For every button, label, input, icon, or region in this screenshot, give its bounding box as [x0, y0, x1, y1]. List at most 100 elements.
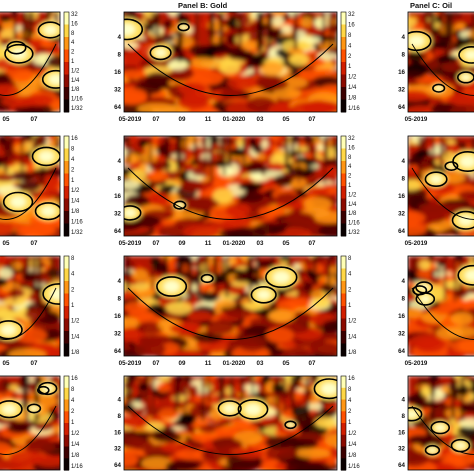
- date-tick: 01-2020: [223, 116, 246, 123]
- date-tick: 05: [283, 360, 290, 367]
- date-tick: 05: [283, 116, 290, 123]
- period-tick: 4: [402, 396, 406, 403]
- colorbar-tick: 1: [348, 64, 352, 70]
- date-tick: 09: [179, 240, 186, 247]
- colorbar-tick: 1/8: [348, 453, 357, 459]
- date-tick: 09: [179, 116, 186, 123]
- colorbar-tick: 2: [71, 50, 75, 56]
- date-tick: 07: [31, 116, 38, 123]
- colorbar-tick: 1/4: [71, 334, 80, 340]
- colorbar-tick: 1: [71, 178, 75, 184]
- colorbar-tick: 32: [348, 12, 355, 18]
- colorbar-tick: 1/2: [348, 319, 357, 325]
- colorbar-tick: 4: [71, 40, 75, 46]
- period-tick: 16: [114, 313, 121, 320]
- colorbar-tick: 1/8: [348, 211, 357, 217]
- colorbar-tick: 8: [348, 387, 352, 393]
- colorbar-tick: 16: [71, 21, 78, 27]
- period-tick: 16: [114, 193, 121, 200]
- panel-title-1: Panel B: Gold: [178, 1, 228, 10]
- colorbar-tick: 4: [348, 43, 352, 49]
- colorbar-tick: 1/16: [348, 221, 360, 227]
- colorbar-tick: 1/2: [71, 68, 80, 74]
- date-tick: 07: [309, 240, 316, 247]
- period-tick: 64: [398, 104, 405, 111]
- colorbar-tick: 32: [71, 12, 78, 18]
- heatmap-r2-c1: [124, 256, 337, 356]
- colorbar-tick: 4: [348, 164, 352, 170]
- period-tick: 64: [398, 348, 405, 355]
- period-tick: 8: [402, 52, 406, 59]
- colorbar-tick: 1/4: [348, 442, 357, 448]
- heatmap-r0-c1: [124, 12, 337, 112]
- date-tick: 05-2019: [405, 360, 428, 367]
- period-tick: 4: [118, 396, 122, 403]
- colorbar-tick: 2: [348, 409, 352, 415]
- colorbar-tick: 1/16: [71, 220, 83, 226]
- date-tick: 03: [257, 116, 264, 123]
- date-tick: 07: [153, 116, 160, 123]
- colorbar-tick: 1/8: [71, 209, 80, 215]
- date-tick: 05-2019: [119, 240, 142, 247]
- colorbar-tick: 1/4: [348, 85, 357, 91]
- colorbar-tick: 4: [71, 272, 75, 278]
- colorbar-tick: 1/8: [348, 96, 357, 102]
- colorbar-tick: 1/2: [71, 319, 80, 325]
- period-tick: 32: [398, 331, 405, 338]
- period-tick: 16: [398, 313, 405, 320]
- date-tick: 11: [205, 360, 212, 367]
- colorbar-tick: 16: [71, 136, 78, 142]
- date-tick: 05-2019: [119, 360, 142, 367]
- colorbar-tick: 8: [348, 155, 352, 161]
- date-tick: 05: [283, 240, 290, 247]
- colorbar-tick: 1/4: [348, 202, 357, 208]
- heatmap-r3-c0: [0, 376, 60, 470]
- period-tick: 32: [114, 331, 121, 338]
- colorbar-tick: 1/8: [71, 350, 80, 356]
- date-tick: 07: [31, 360, 38, 367]
- heatmap-r3-c2: [408, 376, 474, 470]
- colorbar-tick: 4: [348, 272, 352, 278]
- heatmap-r3-c1: [124, 376, 337, 470]
- colorbar-tick: 1/16: [71, 97, 83, 103]
- colorbar-tick: 2: [348, 287, 352, 293]
- date-tick: 03: [257, 360, 264, 367]
- period-tick: 64: [114, 348, 121, 355]
- colorbar-tick: 16: [348, 376, 355, 382]
- period-tick: 4: [118, 34, 122, 41]
- period-tick: 4: [118, 158, 122, 165]
- date-tick: 05-2019: [119, 116, 142, 123]
- period-tick: 8: [402, 176, 406, 183]
- colorbar-tick: 32: [348, 136, 355, 142]
- colorbar-tick: 1: [71, 303, 75, 309]
- colorbar-tick: 2: [348, 54, 352, 60]
- colorbar-tick: 1: [348, 303, 352, 309]
- colorbar-tick: 1/32: [71, 230, 83, 236]
- period-tick: 16: [398, 429, 405, 436]
- heatmap-r1-c1: [124, 136, 337, 236]
- period-tick: 4: [402, 278, 406, 285]
- colorbar-tick: 1: [348, 420, 352, 426]
- date-tick: 07: [153, 240, 160, 247]
- period-tick: 8: [118, 413, 122, 420]
- date-tick: 07: [309, 360, 316, 367]
- colorbar-tick: 8: [71, 31, 75, 37]
- date-tick: 03: [257, 240, 264, 247]
- colorbar-tick: 1: [348, 183, 352, 189]
- period-tick: 4: [402, 34, 406, 41]
- date-tick: 09: [179, 360, 186, 367]
- colorbar-tick: 16: [348, 22, 355, 28]
- date-tick: 11: [205, 240, 212, 247]
- heatmap-r2-c0: [0, 256, 60, 356]
- period-tick: 8: [118, 52, 122, 59]
- date-tick: 01-2020: [223, 240, 246, 247]
- colorbar-tick: 1/16: [71, 464, 83, 470]
- heatmap-r1-c2: [408, 136, 474, 236]
- colorbar-tick: 4: [71, 398, 75, 404]
- period-tick: 64: [398, 462, 405, 469]
- period-tick: 64: [114, 228, 121, 235]
- period-tick: 32: [398, 87, 405, 94]
- colorbar-tick: 1/16: [348, 464, 360, 470]
- colorbar-tick: 8: [71, 256, 75, 262]
